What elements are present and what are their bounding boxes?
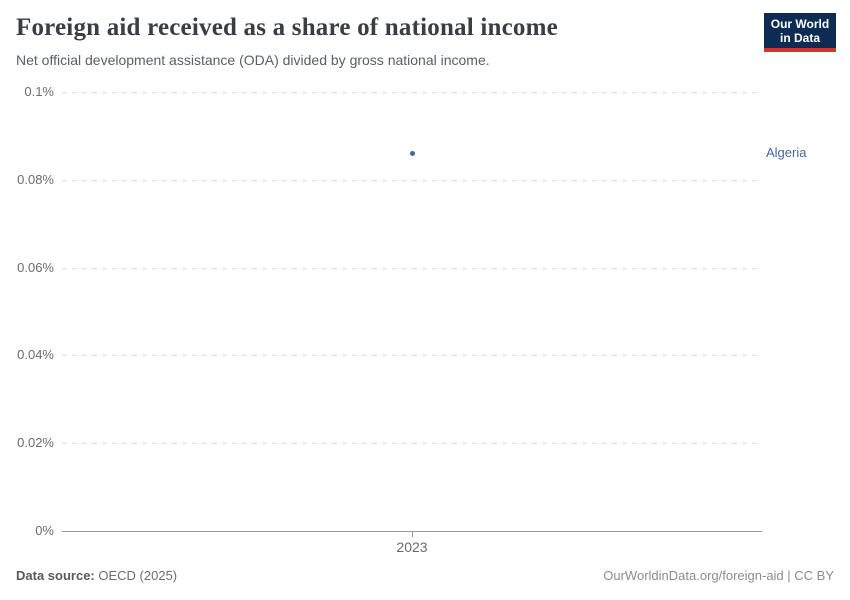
data-source-note: Data source: OECD (2025) [16,568,177,583]
y-axis-tick-label: 0% [35,523,54,538]
data-point[interactable] [409,150,415,156]
gridline [62,92,762,93]
data-source-label: Data source: [16,568,95,583]
data-source-value: OECD (2025) [98,568,178,583]
gridline [62,179,762,181]
owid-logo-line1: Our World [770,17,830,31]
gridline [62,443,762,445]
entity-label[interactable]: Algeria [766,145,807,161]
y-axis-tick-label: 0.1% [24,84,54,99]
chart-subtitle: Net official development assistance (ODA… [16,52,490,68]
y-axis-tick-label: 0.02% [17,435,54,451]
license-link[interactable]: OurWorldinData.org/foreign-aid | CC BY [603,568,834,583]
chart-title: Foreign aid received as a share of natio… [16,14,558,41]
x-axis-tick [412,532,413,537]
owid-logo-line2: in Data [779,31,820,45]
y-axis-tick-label: 0.04% [17,347,54,363]
x-axis-line [62,531,762,532]
owid-logo[interactable]: Our World in Data [764,13,836,52]
gridline [62,355,762,357]
y-axis-tick-label: 0.06% [17,259,54,275]
gridline [62,267,762,269]
y-axis-tick-label: 0.08% [17,171,54,187]
x-axis-tick-label: 2023 [396,539,428,555]
